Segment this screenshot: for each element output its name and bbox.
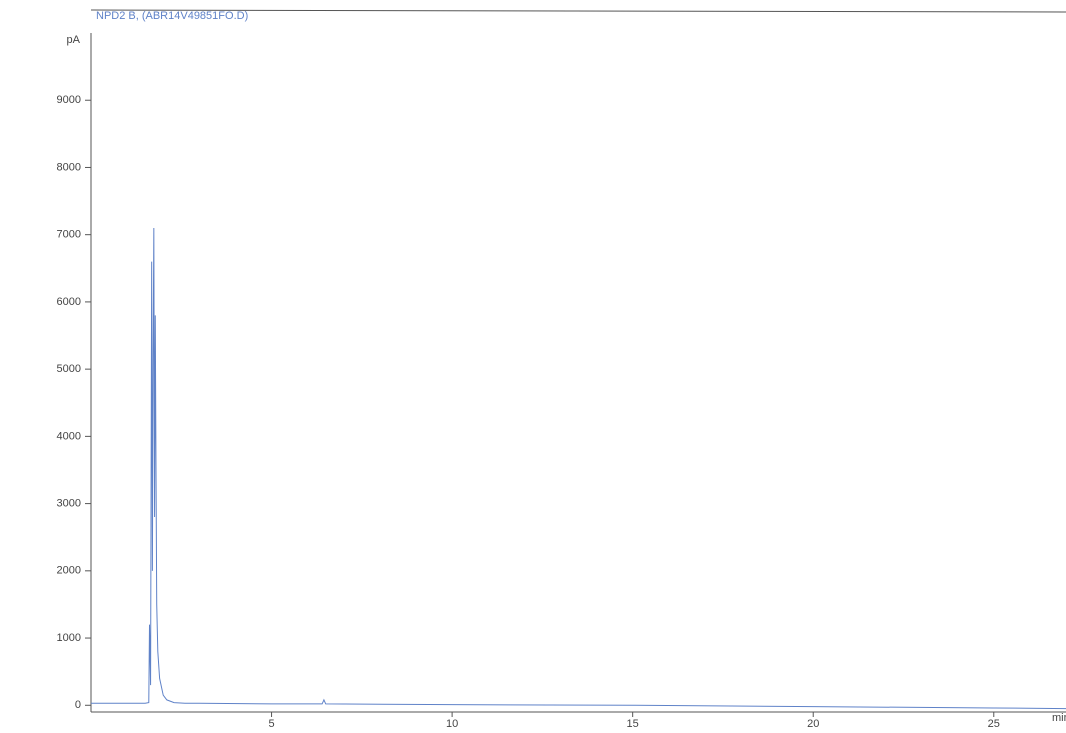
x-tick-label: 10 [446,718,458,730]
y-tick-label: 4000 [57,430,81,442]
y-tick-label: 6000 [57,296,81,308]
y-tick-label: 7000 [57,229,81,241]
signal-line [91,227,1066,710]
y-tick-label: 8000 [57,161,81,173]
y-tick-label: 3000 [57,498,81,510]
x-tick-label: 15 [627,718,639,730]
y-tick-label: 2000 [57,565,81,577]
chart-title: NPD2 B, (ABR14V49851FO.D) [96,10,248,22]
x-tick-label: 5 [268,718,274,730]
y-axis-label: pA [67,34,81,46]
x-tick-label: 20 [807,718,819,730]
frame-top [90,9,1066,13]
y-tick-label: 5000 [57,363,81,375]
y-tick-label: 1000 [57,632,81,644]
x-axis-label: min [1052,712,1066,724]
y-tick-label: 0 [75,699,81,711]
x-tick-label: 25 [988,718,1000,730]
y-tick-label: 9000 [57,94,81,106]
